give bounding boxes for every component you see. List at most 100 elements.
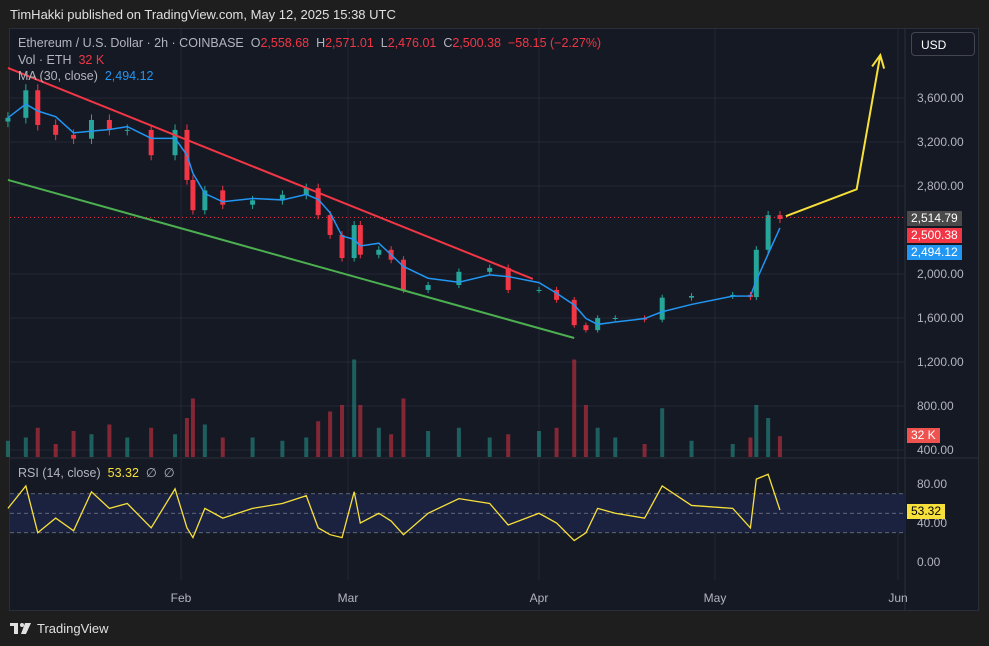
volume-bar bbox=[595, 427, 600, 457]
volume-bar bbox=[107, 424, 112, 457]
ma-label: MA (30, close) bbox=[18, 69, 98, 83]
open-label: O bbox=[250, 36, 261, 50]
currency-button[interactable]: USD bbox=[911, 32, 975, 56]
price-axis-label: 1,600.00 bbox=[917, 311, 964, 325]
candle-body bbox=[425, 285, 431, 290]
volume-bar bbox=[583, 405, 588, 457]
candle-body bbox=[689, 296, 695, 298]
candle-body bbox=[456, 271, 462, 285]
rsi-tag: 53.32 bbox=[907, 504, 946, 519]
time-axis-label: Apr bbox=[529, 591, 549, 605]
candle-body bbox=[148, 129, 154, 156]
ma-legend[interactable]: MA (30, close) 2,494.12 bbox=[18, 69, 154, 83]
tradingview-logo-icon bbox=[10, 622, 31, 634]
close-label: C bbox=[443, 36, 453, 50]
volume-bar bbox=[456, 427, 461, 457]
volume-bar bbox=[572, 359, 577, 457]
candle-body bbox=[505, 267, 511, 290]
candle-body bbox=[35, 90, 41, 125]
candle-body bbox=[554, 289, 560, 300]
price-axis-label: 800.00 bbox=[917, 399, 954, 413]
volume-tag: 32 K bbox=[907, 428, 940, 443]
price-axis-label: 400.00 bbox=[917, 443, 954, 457]
rsi-axis-label: 0.00 bbox=[917, 555, 941, 569]
volume-bar bbox=[730, 444, 735, 457]
candle-body bbox=[571, 299, 577, 326]
volume-label: Vol · ETH bbox=[18, 53, 72, 67]
open-value: 2,558.68 bbox=[260, 36, 310, 50]
last-price-tag: 2,514.79 bbox=[907, 211, 962, 226]
volume-legend[interactable]: Vol · ETH 32 K bbox=[18, 53, 104, 67]
close-price-tag: 2,500.38 bbox=[907, 228, 962, 243]
price-axis-label: 3,200.00 bbox=[917, 135, 964, 149]
volume-bar bbox=[754, 405, 759, 457]
candle-body bbox=[5, 117, 11, 122]
high-label: H bbox=[316, 36, 326, 50]
candle-body bbox=[53, 124, 59, 135]
brand[interactable]: TradingView bbox=[10, 621, 109, 636]
price-axis-label: 2,000.00 bbox=[917, 267, 964, 281]
rsi-legend[interactable]: RSI (14, close) 53.32 ∅ ∅ bbox=[18, 465, 175, 480]
low-label: L bbox=[380, 36, 388, 50]
publish-line: TimHakki published on TradingView.com, M… bbox=[10, 7, 396, 22]
candle-body bbox=[220, 190, 226, 205]
rsi-axis-label: 80.00 bbox=[917, 477, 948, 491]
candle-body bbox=[765, 215, 771, 250]
volume-bar bbox=[304, 437, 309, 457]
volume-bar bbox=[389, 434, 394, 457]
rsi-axis-label: 40.00 bbox=[917, 516, 948, 530]
candle-body bbox=[777, 215, 783, 219]
volume-bar bbox=[125, 437, 130, 457]
ma-value: 2,494.12 bbox=[104, 69, 154, 83]
volume-bar bbox=[53, 444, 58, 457]
volume-bar bbox=[506, 434, 511, 457]
volume-bar bbox=[250, 437, 255, 457]
volume-bar bbox=[71, 431, 76, 457]
volume-bar bbox=[316, 421, 321, 457]
volume-bar bbox=[220, 437, 225, 457]
candle-body bbox=[172, 129, 178, 156]
volume-bar bbox=[766, 418, 771, 457]
volume-value: 32 K bbox=[78, 53, 105, 67]
brand-name: TradingView bbox=[37, 621, 109, 636]
volume-bar bbox=[352, 359, 357, 457]
arrow-head-icon bbox=[871, 52, 886, 69]
candle-body bbox=[536, 289, 542, 291]
volume-bar bbox=[173, 434, 178, 457]
projection-arrow bbox=[785, 54, 882, 218]
candle-body bbox=[351, 225, 357, 259]
volume-bar bbox=[660, 408, 665, 457]
support-trendline bbox=[7, 178, 575, 339]
rsi-extra-2: ∅ bbox=[163, 466, 175, 480]
candle-body bbox=[487, 267, 493, 272]
time-axis-label: Feb bbox=[170, 591, 192, 605]
volume-bar bbox=[487, 437, 492, 457]
volume-bar bbox=[89, 434, 94, 457]
volume-bar bbox=[554, 427, 559, 457]
symbol-title[interactable]: Ethereum / U.S. Dollar · 2h · COINBASE bbox=[18, 36, 244, 50]
symbol-legend: Ethereum / U.S. Dollar · 2h · COINBASE O… bbox=[18, 36, 601, 50]
volume-bar bbox=[23, 437, 28, 457]
candle-body bbox=[400, 259, 406, 290]
volume-bar bbox=[340, 405, 345, 457]
volume-bar bbox=[401, 398, 406, 457]
volume-bar bbox=[328, 411, 333, 457]
volume-bar bbox=[5, 440, 10, 457]
volume-bar bbox=[202, 424, 207, 457]
volume-bar bbox=[149, 427, 154, 457]
candle-body bbox=[88, 120, 94, 139]
time-axis-label: Jun bbox=[888, 591, 908, 605]
change-value: −58.15 (−2.27%) bbox=[507, 36, 602, 50]
candle-body bbox=[279, 194, 285, 201]
ma-line bbox=[7, 103, 781, 326]
candle-body bbox=[357, 225, 363, 255]
candle-body bbox=[250, 200, 256, 205]
candle-body bbox=[71, 134, 77, 139]
candle-body bbox=[303, 188, 309, 195]
candle-body bbox=[202, 190, 208, 211]
price-axis-label: 1,200.00 bbox=[917, 355, 964, 369]
volume-bar bbox=[748, 437, 753, 457]
candle-body bbox=[339, 234, 345, 259]
volume-bar bbox=[689, 440, 694, 457]
